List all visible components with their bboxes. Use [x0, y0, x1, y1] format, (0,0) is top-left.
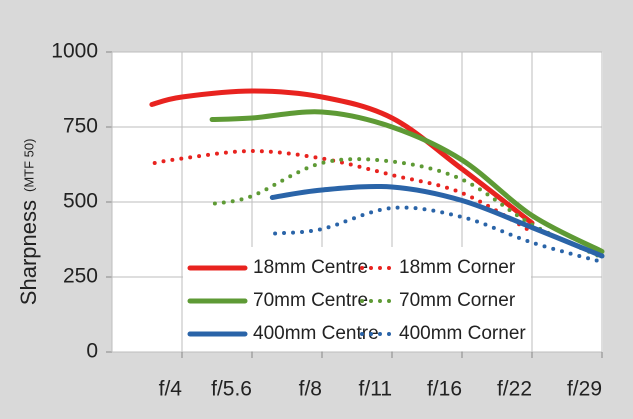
- x-tick-label: f/5.6: [211, 378, 252, 401]
- y-tick-label: 500: [63, 190, 98, 213]
- legend-label: 70mm Corner: [399, 290, 516, 311]
- legend-label: 18mm Centre: [253, 257, 368, 278]
- y-axis-label: Sharpness: [16, 200, 41, 305]
- legend-label: 400mm Centre: [253, 323, 379, 344]
- x-tick-label: f/8: [299, 378, 322, 401]
- series-line: [152, 148, 534, 234]
- legend-label: 400mm Corner: [399, 323, 526, 344]
- y-tick-label: 250: [63, 265, 98, 288]
- series-line: [209, 109, 605, 254]
- legend-label: 18mm Corner: [399, 257, 516, 278]
- y-tick-label: 750: [63, 115, 98, 138]
- x-tick-label: f/11: [359, 378, 392, 401]
- y-axis-note: (MTF 50): [21, 139, 36, 192]
- x-tick-label: f/22: [497, 378, 532, 401]
- x-tick-label: f/16: [427, 378, 462, 401]
- series-line: [212, 157, 604, 260]
- series-line: [269, 183, 605, 259]
- y-tick-label: 0: [86, 340, 98, 363]
- y-tick-label: 1000: [51, 40, 98, 63]
- legend-label: 70mm Centre: [253, 290, 368, 311]
- x-tick-label: f/4: [159, 378, 183, 401]
- x-tick-label: f/29: [567, 378, 602, 401]
- series-line: [149, 88, 535, 226]
